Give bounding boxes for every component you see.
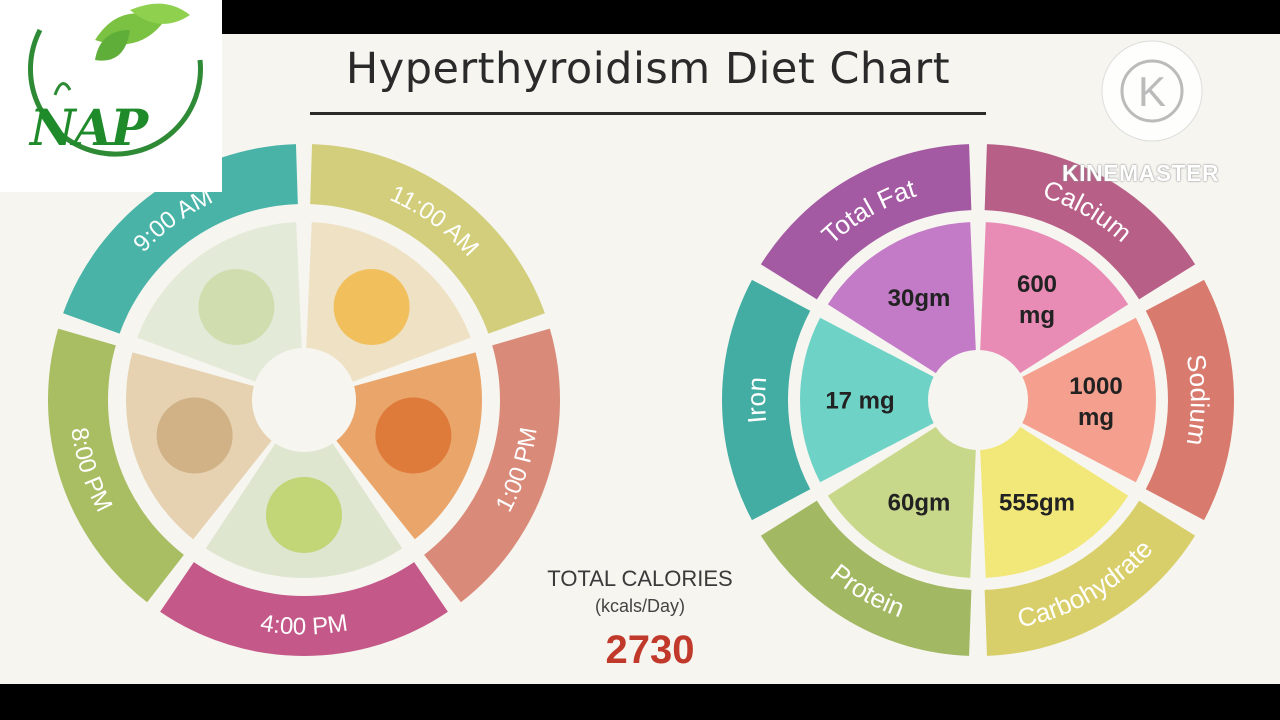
nutrient-ring-protein xyxy=(760,500,972,656)
nutrient-wheel-center xyxy=(930,352,1026,448)
nutrient-label-sodium: Sodium xyxy=(1181,352,1215,447)
nutrient-slice-sodium xyxy=(1022,317,1157,483)
total-calories-value: 2730 xyxy=(605,628,695,672)
nutrient-ring-carbohydrate xyxy=(984,500,1196,656)
green-tea-cup-icon-detail xyxy=(266,477,342,553)
nutrient-slice-iron xyxy=(800,317,934,483)
page-title: Hyperthyroidism Diet Chart xyxy=(345,44,951,94)
meal-time-segment-1-00-pm xyxy=(424,328,560,603)
mango-basket-icon-detail xyxy=(333,268,410,345)
nutrient-ring-total-fat xyxy=(760,144,972,300)
fish-curry-icon-detail xyxy=(375,397,452,474)
nutrient-slice-calcium xyxy=(980,222,1129,374)
nutrient-value-calcium: 600 mg xyxy=(1017,271,1057,329)
watermark-text: KINEMASTER xyxy=(1062,160,1220,186)
watermark-letter: K xyxy=(1138,68,1166,115)
meal-time-segment-4-00-pm xyxy=(160,562,448,656)
meal-time-segment-8-00-pm xyxy=(48,328,184,603)
logo-graphic xyxy=(28,3,203,157)
meal-wheel-center xyxy=(254,350,354,450)
nutrient-value-protein: 60gm xyxy=(888,490,951,517)
nutrient-ring-sodium xyxy=(1145,279,1234,521)
nutrient-value-carbohydrate: 555gm xyxy=(999,490,1075,517)
nutrient-slice-protein xyxy=(827,426,976,578)
meal-time-label-4-00-pm: 4:00 PM xyxy=(259,610,350,641)
nutrient-slice-total-fat xyxy=(827,222,976,374)
nutrient-label-iron: Iron xyxy=(741,376,772,425)
meal-time-segment-9-00-am xyxy=(63,144,298,334)
total-calories-unit: (kcals/Day) xyxy=(594,596,685,616)
total-calories-label: TOTAL CALORIES xyxy=(547,566,733,591)
meal-time-segment-11-00-am xyxy=(310,144,545,334)
logo-text: NAP xyxy=(30,98,148,157)
nutrient-value-total-fat: 30gm xyxy=(888,285,951,312)
nutrient-slice-carbohydrate xyxy=(980,426,1129,578)
green-tea-icon-detail xyxy=(198,268,275,345)
nutrient-value-iron: 17 mg xyxy=(825,387,894,414)
chapati-icon-detail xyxy=(156,397,233,474)
nutrient-value-sodium: 1000 mg xyxy=(1069,373,1122,431)
nutrient-ring-iron xyxy=(722,279,811,521)
nap-logo: NAP xyxy=(0,0,222,192)
kinemaster-watermark: K xyxy=(1101,40,1203,142)
title-underline xyxy=(310,112,986,115)
bottom-black-bar xyxy=(0,684,1280,720)
nutrient-ring-calcium xyxy=(984,144,1196,300)
